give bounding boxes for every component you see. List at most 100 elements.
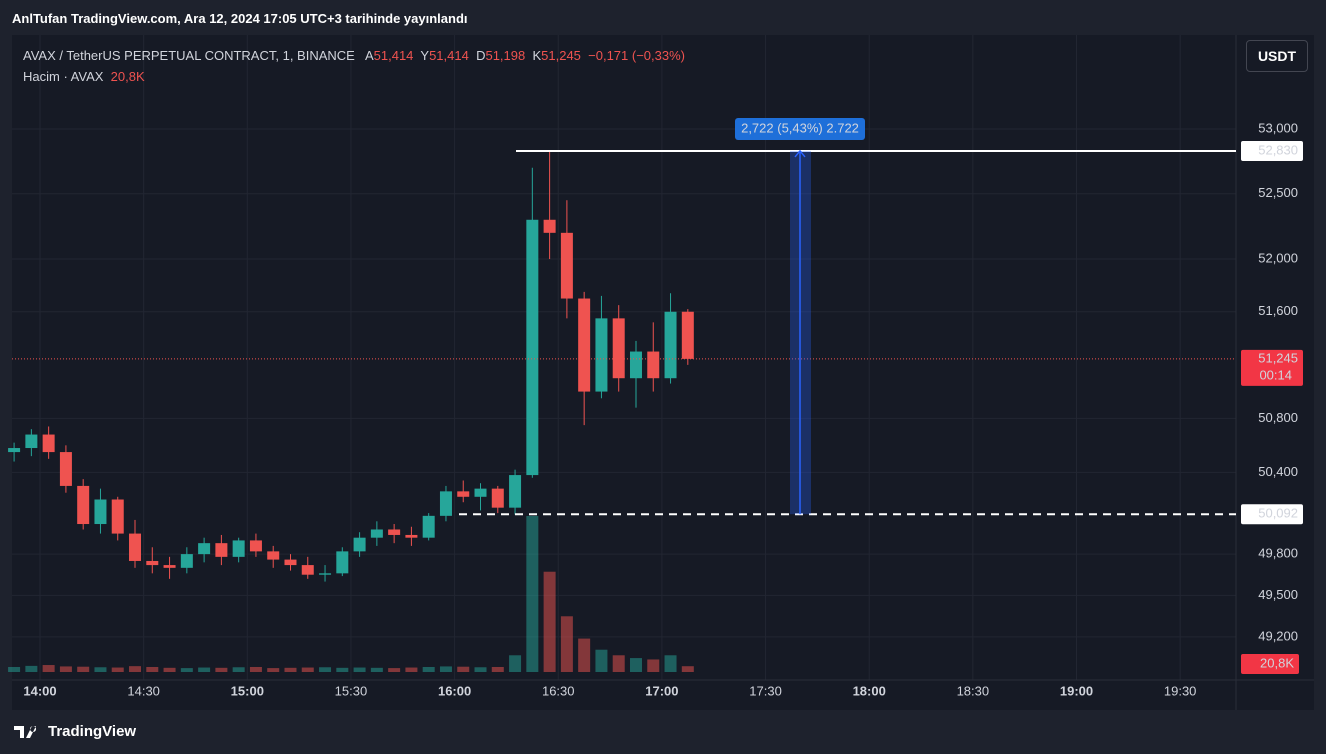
volume-bar [353, 667, 366, 672]
volume-bar [422, 666, 435, 672]
volume-bar [25, 665, 38, 672]
volume-bar [664, 655, 677, 672]
candle-body [77, 485, 90, 525]
volume-bar [543, 571, 556, 672]
ohlc-value: 51,414 [373, 48, 414, 63]
x-tick-label: 15:30 [335, 683, 368, 698]
volume-bar [163, 667, 176, 672]
candle-body [457, 491, 470, 497]
last-price-box [1241, 349, 1303, 386]
high-label: 52,830 [1258, 142, 1298, 157]
y-tick-label: 51,600 [1258, 303, 1298, 318]
brand: TradingView [48, 723, 137, 740]
candle-body [560, 232, 573, 299]
volume-bar [560, 616, 573, 672]
y-tick-label: 49,800 [1258, 546, 1298, 561]
volume-label-box [1241, 654, 1299, 674]
candle-body [578, 298, 591, 392]
volume-title: Hacim · AVAX [23, 69, 104, 84]
candle-body [8, 448, 21, 453]
candle-body [612, 318, 625, 379]
publish-title: AnlTufan TradingView.com, Ara 12, 2024 1… [12, 11, 468, 26]
volume-bar [474, 667, 487, 672]
volume-bar [681, 666, 694, 672]
measure-arrow-head [794, 149, 806, 158]
candle-body [180, 554, 193, 568]
volume-bar [629, 658, 642, 672]
ohlc-name: A [364, 48, 374, 63]
change: −0,171 (−0,33%) [588, 48, 685, 63]
low-label-box [1241, 504, 1303, 525]
last-price-label: 51,245 [1258, 350, 1298, 365]
candle-body [664, 311, 677, 379]
footer: TradingView [14, 723, 136, 740]
currency-button[interactable]: USDT [1246, 40, 1308, 72]
x-tick-label: 16:00 [438, 683, 471, 698]
ohlc-name: Y [420, 48, 430, 63]
volume-bar [319, 667, 332, 672]
symbol: AVAX / TetherUS PERPETUAL CONTRACT, 1, B… [23, 48, 355, 63]
ohlc-value: 51,245 [541, 48, 581, 63]
x-tick-label: 14:30 [127, 683, 160, 698]
volume-bar [129, 666, 142, 672]
volume-bar [526, 516, 539, 672]
volume-bar [647, 659, 660, 672]
candle-body [25, 434, 38, 449]
x-tick-label: 19:30 [1164, 683, 1197, 698]
volume-bar [232, 667, 245, 672]
ohlc-name: D [476, 48, 486, 63]
volume-bar [491, 666, 504, 672]
x-tick-label: 18:00 [853, 683, 886, 698]
low-label: 50,092 [1258, 506, 1298, 521]
chart-panel [12, 35, 1314, 710]
legend: AVAX / TetherUS PERPETUAL CONTRACT, 1, B… [23, 45, 685, 87]
candle-body [405, 534, 418, 538]
measure-label: 2,722 (5,43%) 2.722 [741, 120, 859, 135]
candle-body [370, 529, 383, 538]
y-tick-label: 52,000 [1258, 250, 1298, 265]
y-tick-label: 50,400 [1258, 464, 1298, 479]
ohlc-name: K [532, 48, 542, 63]
volume-bar [595, 649, 608, 672]
candle-body [336, 551, 349, 574]
measure-label-box [735, 118, 865, 140]
x-tick-label: 19:00 [1060, 683, 1093, 698]
y-tick-label: 53,000 [1258, 120, 1298, 135]
volume-bar [94, 667, 107, 672]
candle-body [198, 543, 211, 555]
volume-value: 20,8K [110, 69, 145, 84]
candle-body [319, 573, 332, 575]
price-legend: AVAX / TetherUS PERPETUAL CONTRACT, 1, B… [23, 45, 685, 66]
candle-body [647, 351, 660, 379]
x-tick-label: 17:30 [749, 683, 782, 698]
y-tick-label: 49,500 [1258, 587, 1298, 602]
volume-bar [59, 666, 72, 672]
volume-label: 20,8K [1260, 655, 1294, 670]
volume-bar [267, 668, 280, 672]
volume-bar [578, 638, 591, 672]
volume-bar [215, 667, 228, 672]
high-label-box [1241, 140, 1303, 161]
volume-bar [146, 666, 159, 672]
x-tick-label: 17:00 [645, 683, 678, 698]
volume-bar [111, 667, 124, 672]
candle-body [129, 533, 142, 561]
volume-bar [336, 667, 349, 672]
volume-bar [198, 667, 211, 672]
x-tick-label: 16:30 [542, 683, 575, 698]
candle-body [474, 488, 487, 497]
candle-body [267, 551, 280, 560]
x-tick-label: 18:30 [957, 683, 990, 698]
volume-bar [42, 665, 55, 672]
volume-bar [612, 655, 625, 672]
volume-bar [439, 666, 452, 672]
candle-body [629, 351, 642, 379]
candle-body [232, 540, 245, 557]
candle-body [215, 543, 228, 557]
candle-body [59, 452, 72, 486]
candle-body [439, 491, 452, 516]
volume-bar [301, 667, 314, 672]
y-tick-label: 52,500 [1258, 185, 1298, 200]
